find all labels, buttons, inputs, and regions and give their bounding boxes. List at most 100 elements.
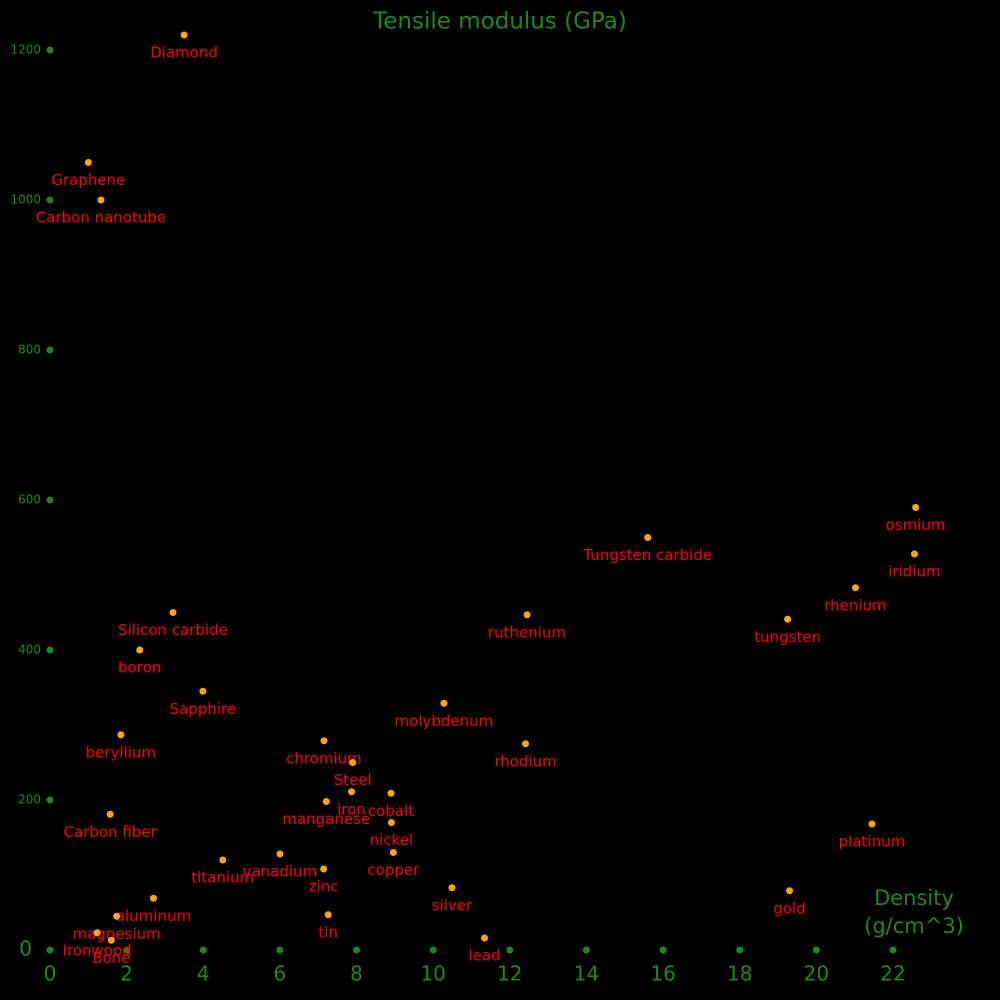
- x-tick-label: 16: [650, 962, 675, 986]
- point-label: vanadium: [243, 863, 318, 881]
- point-label: Diamond: [150, 44, 218, 62]
- x-tick: [582, 946, 590, 954]
- point: [786, 887, 794, 895]
- point-label: iron: [337, 800, 366, 818]
- y-tick: [46, 196, 54, 204]
- point-label: gold: [773, 899, 805, 917]
- point-label: Silicon carbide: [118, 621, 228, 639]
- point: [324, 911, 332, 919]
- point-label: beryllium: [86, 743, 156, 761]
- point-label: iridium: [888, 563, 940, 581]
- x-tick-label: 2: [120, 962, 133, 986]
- chart-title: Tensile modulus (GPa): [372, 9, 627, 35]
- point-label: manganese: [282, 810, 370, 828]
- x-tick-label: 22: [880, 962, 905, 986]
- point-label: cobalt: [368, 802, 414, 820]
- x-tick: [812, 946, 820, 954]
- point-label: Sapphire: [170, 700, 237, 718]
- x-tick: [889, 946, 897, 954]
- point-label: Carbon fiber: [64, 823, 158, 841]
- point-label: rhodium: [494, 752, 556, 770]
- point: [851, 584, 859, 592]
- point-label: titanium: [191, 869, 254, 887]
- point-label: copper: [367, 861, 420, 879]
- point: [481, 934, 489, 942]
- y-tick-label: 200: [18, 793, 41, 807]
- point: [113, 912, 121, 920]
- point-label: platinum: [839, 833, 906, 851]
- point-label: boron: [118, 659, 161, 677]
- point-label: aluminum: [116, 907, 191, 925]
- x-tick-label: 0: [44, 962, 57, 986]
- point: [440, 699, 448, 707]
- x-tick: [199, 946, 207, 954]
- x-tick: [123, 946, 131, 954]
- point: [784, 615, 792, 623]
- y-tick-label: 0: [19, 937, 32, 961]
- point: [644, 534, 652, 541]
- point: [199, 687, 207, 695]
- point: [349, 759, 357, 766]
- point-label: chromium: [286, 749, 362, 767]
- y-tick: [46, 496, 54, 504]
- y-tick-label: 600: [18, 493, 41, 507]
- point: [219, 856, 227, 864]
- y-tick: [46, 646, 54, 654]
- point-label: nickel: [370, 831, 413, 849]
- point: [93, 929, 101, 937]
- point: [868, 820, 876, 828]
- y-tick: [46, 946, 54, 954]
- point: [522, 740, 530, 748]
- x-axis-label: Density (g/cm^3): [864, 886, 964, 938]
- point: [136, 646, 144, 654]
- point: [117, 731, 125, 739]
- point-label: magnesium: [73, 925, 161, 943]
- point: [106, 810, 114, 818]
- point-label: molybdenum: [395, 712, 494, 730]
- x-tick-label: 12: [497, 962, 522, 986]
- point: [389, 849, 397, 856]
- point-label: rhenium: [824, 596, 886, 614]
- x-tick-label: 18: [727, 962, 752, 986]
- point-label: tungsten: [754, 628, 821, 646]
- point: [910, 550, 918, 558]
- y-tick-label: 1200: [10, 43, 41, 57]
- y-tick-label: 800: [18, 343, 41, 357]
- x-tick-label: 6: [274, 962, 287, 986]
- point-label: Ironwood: [63, 941, 132, 959]
- point: [276, 850, 284, 858]
- point-label: ruthenium: [488, 623, 566, 641]
- point-label: Bone: [92, 949, 130, 967]
- x-tick: [659, 946, 667, 954]
- point: [97, 196, 105, 204]
- x-tick: [736, 946, 744, 954]
- point-label: tin: [318, 923, 338, 941]
- point: [320, 737, 328, 745]
- point: [387, 819, 395, 826]
- y-tick: [46, 46, 54, 54]
- point: [107, 936, 115, 944]
- x-tick-label: 10: [420, 962, 445, 986]
- x-tick: [276, 946, 284, 954]
- point-label: osmium: [886, 516, 946, 534]
- point-label: Steel: [334, 771, 372, 789]
- point-label: Tungsten carbide: [582, 546, 712, 564]
- point: [149, 894, 157, 902]
- y-tick-label: 400: [18, 643, 41, 657]
- x-tick-label: 4: [197, 962, 210, 986]
- point: [348, 788, 356, 796]
- point: [322, 798, 330, 805]
- point: [387, 789, 395, 797]
- point-label: Carbon nanotube: [36, 209, 166, 227]
- point-label: zinc: [309, 878, 339, 896]
- point-label: lead: [468, 947, 500, 965]
- x-tick: [429, 946, 437, 954]
- point: [448, 884, 456, 892]
- x-tick-label: 8: [350, 962, 363, 986]
- x-tick: [506, 946, 514, 954]
- point: [84, 159, 92, 166]
- x-tick: [353, 946, 361, 954]
- y-tick: [46, 796, 54, 804]
